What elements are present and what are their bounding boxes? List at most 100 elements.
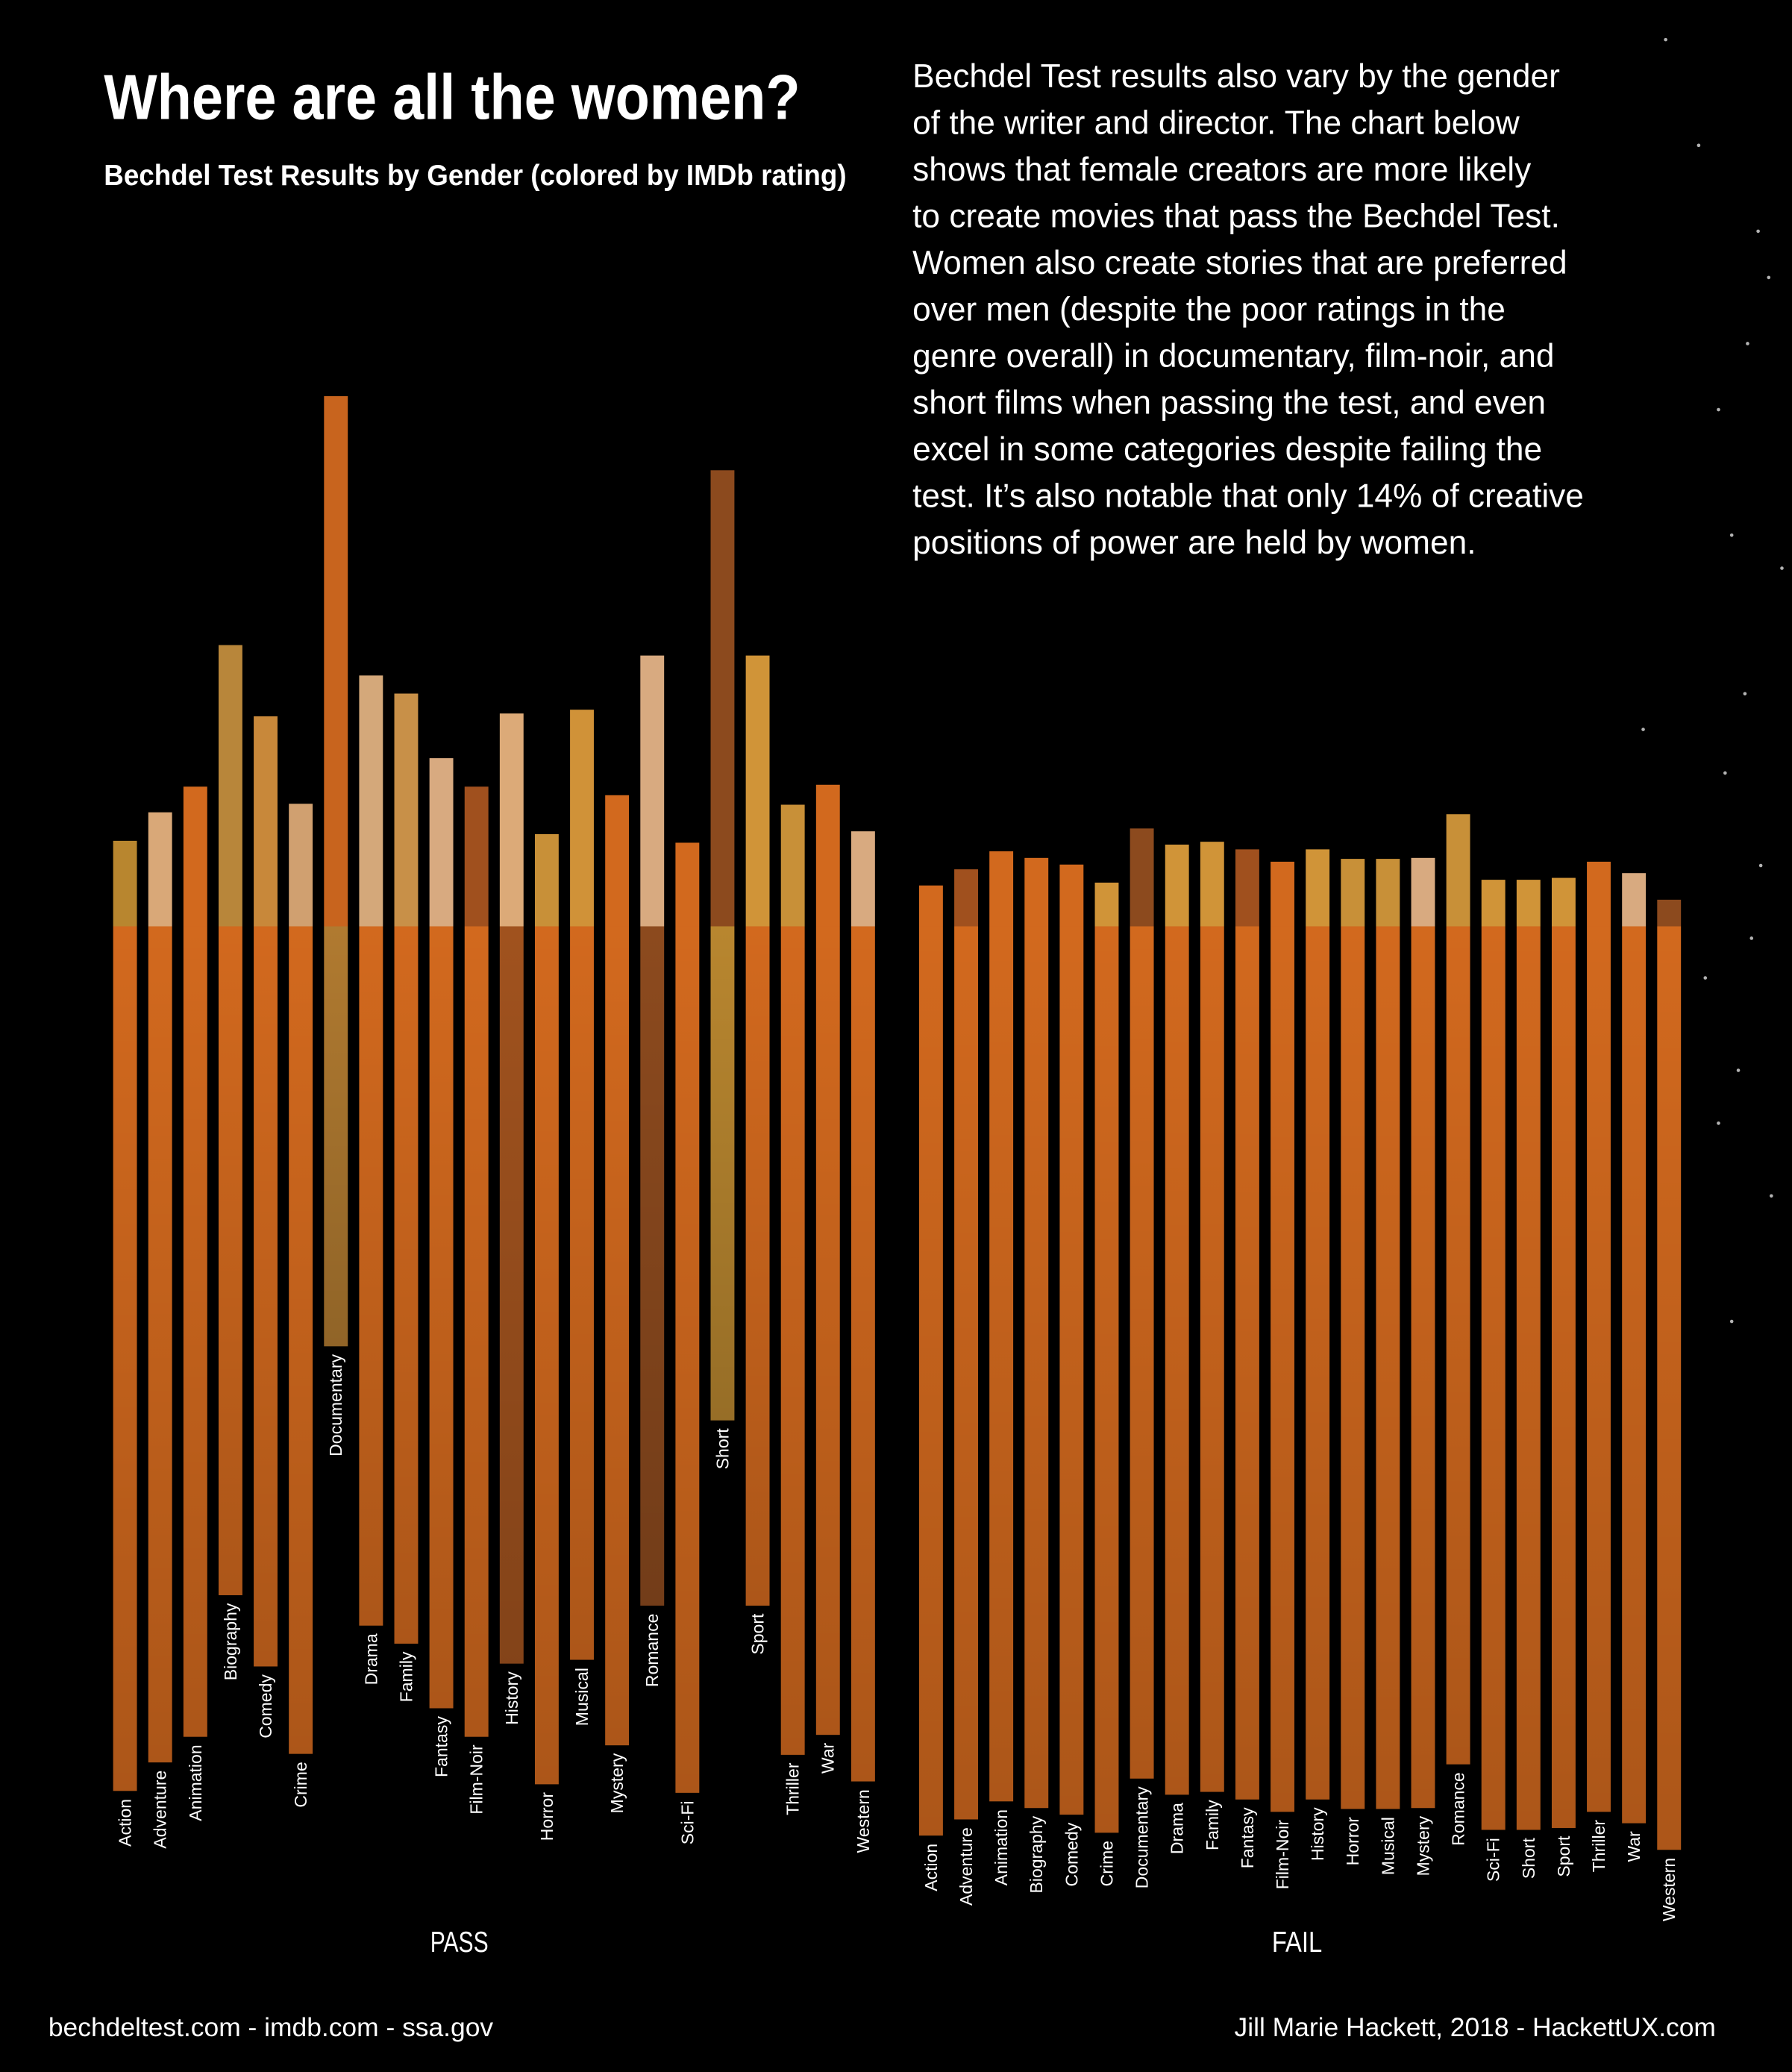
category-label: Animation: [186, 1744, 205, 1821]
category-label: Action: [116, 1799, 135, 1847]
category-label: Sport: [748, 1613, 768, 1655]
category-label: Western: [853, 1789, 873, 1853]
star: [1723, 771, 1727, 775]
bar-shading: [1657, 926, 1682, 1850]
bar-shading: [254, 926, 278, 1667]
category-label: Horror: [537, 1792, 557, 1841]
bar-fail-sci-fi: Sci-Fi: [1481, 880, 1506, 1882]
bar-shading: [324, 926, 348, 1347]
bar-upper-segment: [289, 804, 313, 927]
category-label: War: [1624, 1831, 1644, 1862]
bar-fail-romance: Romance: [1446, 814, 1470, 1846]
description-line: short films when passing the test, and e…: [912, 385, 1546, 422]
bar-pass-short: Short: [710, 470, 735, 1469]
description-line: of the writer and director. The chart be…: [912, 104, 1520, 141]
bar-upper-segment: [954, 869, 978, 927]
category-label: Thriller: [1589, 1820, 1608, 1873]
star: [1717, 1121, 1720, 1125]
bar-shading: [1622, 926, 1647, 1824]
bar-pass-musical: Musical: [570, 710, 594, 1726]
star: [1758, 863, 1763, 868]
bar-upper-segment: [745, 655, 770, 927]
bar-upper-segment: [1481, 880, 1506, 927]
bar-upper-segment: [1516, 880, 1541, 927]
bar-upper-segment: [640, 655, 665, 927]
bar-shading: [1024, 926, 1049, 1809]
description-line: Women also create stories that are prefe…: [912, 245, 1567, 281]
bar-upper-segment: [1411, 857, 1435, 927]
star: [1703, 976, 1708, 980]
bar-fail-war: War: [1622, 873, 1647, 1862]
bar-fail-crime: Crime: [1094, 882, 1119, 1886]
star: [1749, 936, 1754, 940]
bar-pass-thriller: Thriller: [780, 804, 805, 1815]
bar-shading: [534, 926, 559, 1785]
bar-shading: [1271, 926, 1294, 1812]
bar-shading: [1587, 926, 1611, 1812]
bar-upper-segment: [324, 395, 348, 927]
bar-fail-biography: Biography: [1024, 857, 1049, 1893]
bar-fail-documentary: Documentary: [1130, 828, 1154, 1888]
bar-upper-segment: [113, 840, 137, 927]
bar-upper-segment: [1446, 814, 1470, 927]
category-label: Musical: [572, 1668, 592, 1726]
starfield: [1641, 37, 1784, 1324]
bar-shading: [499, 926, 524, 1664]
bar-pass-documentary: Documentary: [324, 395, 348, 1456]
category-label: Fantasy: [1238, 1807, 1257, 1868]
bar-upper-segment: [1551, 877, 1576, 927]
category-label: Documentary: [326, 1353, 345, 1456]
category-label: Biography: [221, 1603, 240, 1680]
bar-shading: [675, 926, 700, 1793]
bar-fail-film-noir: Film-Noir: [1271, 861, 1294, 1889]
star: [1697, 143, 1701, 148]
category-label: Fantasy: [432, 1716, 451, 1777]
bar-shading: [1341, 926, 1365, 1809]
bar-upper-segment: [1059, 864, 1084, 927]
category-label: Action: [921, 1844, 941, 1891]
bar-fail-drama: Drama: [1165, 844, 1189, 1854]
bar-upper-segment: [534, 833, 559, 927]
bar-fail-sport: Sport: [1551, 877, 1576, 1877]
bar-upper-segment: [1165, 844, 1189, 927]
star: [1756, 229, 1760, 234]
bar-shading: [359, 926, 383, 1626]
bar-shading: [1516, 926, 1541, 1830]
bar-upper-segment: [218, 645, 242, 927]
category-label: Adventure: [956, 1827, 976, 1906]
bar-upper-segment: [183, 786, 207, 927]
bar-shading: [1481, 926, 1506, 1830]
star: [1767, 275, 1771, 280]
bar-pass-fantasy: Fantasy: [429, 758, 454, 1777]
bar-upper-segment: [1622, 873, 1647, 927]
category-label: Comedy: [1062, 1822, 1081, 1886]
category-label: Documentary: [1132, 1786, 1152, 1888]
bar-shading: [148, 926, 172, 1763]
bar-fail-comedy: Comedy: [1059, 864, 1084, 1886]
star: [1729, 533, 1734, 537]
bar-shading: [394, 926, 419, 1644]
bar-shading: [464, 926, 489, 1737]
bar-pass-horror: Horror: [534, 833, 559, 1841]
bar-fail-family: Family: [1200, 842, 1224, 1850]
bar-pass-romance: Romance: [640, 655, 665, 1687]
bar-shading: [989, 926, 1014, 1802]
bar-upper-segment: [1587, 861, 1611, 927]
bar-fail-musical: Musical: [1376, 859, 1400, 1875]
category-label: Romance: [1449, 1772, 1468, 1846]
page-title: Where are all the women?: [104, 62, 800, 133]
bar-shading: [429, 926, 454, 1709]
bar-shading: [1551, 926, 1576, 1828]
bar-shading: [1446, 926, 1470, 1765]
bar-fail-western: Western: [1657, 899, 1682, 1921]
category-label: Horror: [1343, 1817, 1362, 1866]
category-label: History: [1308, 1807, 1327, 1861]
bar-pass-family: Family: [394, 693, 419, 1702]
bar-pass-sci-fi: Sci-Fi: [675, 842, 700, 1844]
bar-upper-segment: [1376, 859, 1400, 927]
bar-upper-segment: [359, 675, 383, 927]
bar-fail-animation: Animation: [989, 851, 1014, 1885]
category-label: Western: [1659, 1858, 1679, 1921]
star: [1780, 566, 1784, 570]
bar-shading: [1165, 926, 1189, 1795]
